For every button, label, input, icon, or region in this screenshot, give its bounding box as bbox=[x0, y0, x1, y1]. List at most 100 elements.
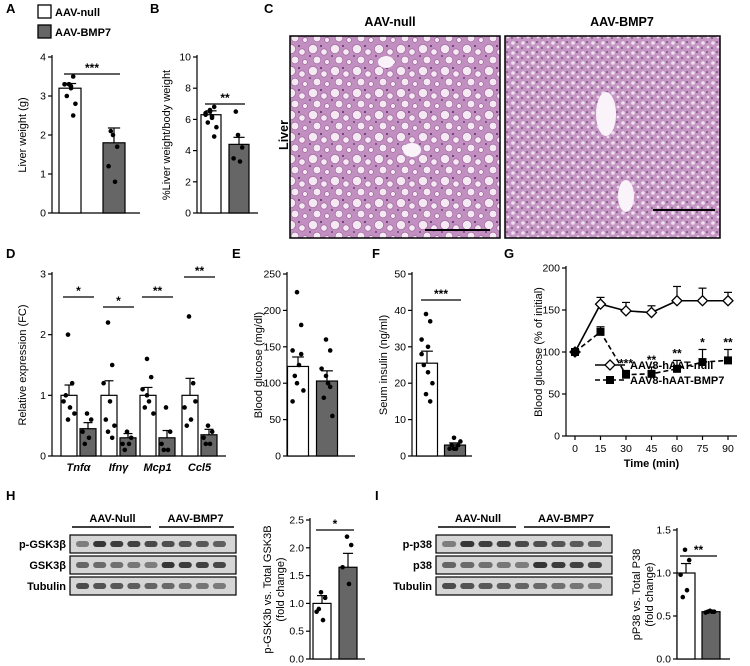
significance-label-D-3: ** bbox=[195, 264, 205, 278]
blot-band-I bbox=[569, 541, 584, 547]
blot-band-I bbox=[514, 541, 530, 547]
data-point-D-0-0 bbox=[63, 393, 69, 398]
data-point-F-0 bbox=[427, 319, 433, 324]
data-point-E-0 bbox=[294, 380, 300, 386]
data-point-G-0 bbox=[620, 304, 632, 317]
data-point-D-2-0 bbox=[144, 356, 150, 362]
data-point-G-1 bbox=[622, 370, 630, 379]
blot-band-H bbox=[144, 562, 158, 568]
panel-letter-d: D bbox=[6, 246, 15, 261]
blot-band-H bbox=[212, 583, 226, 589]
panel-letter-g: G bbox=[504, 246, 514, 261]
blot-band-I bbox=[478, 541, 493, 547]
data-point-B-0 bbox=[203, 110, 208, 116]
significance-label-D-1: * bbox=[116, 294, 121, 308]
bar-E-0 bbox=[286, 365, 310, 457]
panel-letter-a: A bbox=[6, 1, 16, 16]
data-point-D-2-1 bbox=[161, 447, 167, 453]
blot-band-H bbox=[110, 583, 124, 589]
data-point-G-0 bbox=[722, 294, 734, 307]
legend-marker-G-1 bbox=[606, 376, 614, 384]
y-tick-label-A: 1 bbox=[40, 169, 46, 181]
data-point-D-3-1 bbox=[203, 441, 209, 447]
blot-row-label-H: p-GSK3β bbox=[19, 539, 66, 551]
data-point-D-0-0 bbox=[65, 417, 71, 422]
data-point-E-1 bbox=[327, 348, 333, 353]
blot-band-I bbox=[460, 583, 475, 589]
blot-band-H bbox=[76, 541, 90, 547]
data-point-G-1 bbox=[673, 364, 681, 373]
data-point-D-2-0 bbox=[142, 405, 148, 410]
blot-band-H bbox=[161, 562, 175, 568]
x-tick-label-D: Ccl5 bbox=[188, 462, 212, 474]
y-axis-label-D: Relative expression (FC) bbox=[17, 304, 29, 425]
blot-band-I bbox=[533, 541, 548, 547]
histology-panel: Liver AAV-null AAV-BMP7 bbox=[277, 15, 721, 239]
data-point-D-0-1 bbox=[82, 441, 88, 447]
y-tick-label-G: 0 bbox=[554, 431, 560, 443]
data-point-H-1 bbox=[340, 564, 345, 570]
bar-A-1 bbox=[102, 142, 126, 214]
data-point-F-1 bbox=[451, 446, 457, 452]
blot-band-I bbox=[533, 562, 548, 568]
data-point-E-0 bbox=[296, 362, 302, 368]
blot-band-H bbox=[127, 583, 141, 589]
bar-B-0 bbox=[200, 114, 222, 214]
blot-band-I bbox=[460, 562, 475, 568]
blot-band-H bbox=[93, 541, 107, 547]
blot-band-I bbox=[587, 583, 602, 589]
data-point-I-0 bbox=[678, 572, 683, 578]
blot-band-I bbox=[478, 583, 493, 589]
bar-D-0-1 bbox=[79, 428, 97, 457]
data-point-G-0 bbox=[671, 294, 683, 307]
histology-vessel-null-1 bbox=[378, 56, 394, 68]
data-point-F-0 bbox=[419, 337, 424, 342]
data-point-A-0 bbox=[64, 93, 70, 99]
significance-label-G: ** bbox=[672, 346, 682, 360]
y-axis-label-A: Liver weight (g) bbox=[17, 97, 29, 172]
data-point-E-0 bbox=[298, 351, 304, 357]
blot-band-H bbox=[127, 541, 141, 547]
data-point-A-0 bbox=[70, 113, 76, 118]
blot-band-I bbox=[569, 583, 584, 589]
data-point-D-3-1 bbox=[205, 423, 211, 428]
y-tick-label-E: 200 bbox=[263, 305, 281, 317]
data-point-I-1 bbox=[705, 609, 711, 614]
blot-band-H bbox=[212, 562, 226, 568]
y-tick-label-E: 150 bbox=[263, 341, 281, 353]
y-tick-label-F: 50 bbox=[394, 269, 406, 281]
bar-D-3-0 bbox=[181, 394, 199, 457]
blot-row-label-I: p-p38 bbox=[403, 539, 432, 551]
data-point-D-1-0 bbox=[103, 417, 109, 422]
blot-band-H bbox=[110, 541, 124, 547]
data-point-H-1 bbox=[344, 534, 350, 539]
bar-A-0 bbox=[58, 87, 82, 214]
chart-E: 0 50 100 150 200 250 Blood glucose (mg/dl) bbox=[253, 269, 355, 463]
histology-title-bmp7: AAV-BMP7 bbox=[590, 15, 654, 29]
data-point-D-2-0 bbox=[140, 386, 145, 392]
data-point-E-0 bbox=[290, 399, 295, 404]
data-point-D-0-0 bbox=[65, 332, 71, 337]
data-point-F-0 bbox=[427, 399, 433, 404]
data-point-E-0 bbox=[292, 373, 298, 379]
blot-band-I bbox=[478, 562, 493, 568]
blot-band-H bbox=[195, 541, 209, 547]
y-tick-label-A: 4 bbox=[40, 52, 46, 64]
x-tick-label-G: 75 bbox=[697, 443, 709, 455]
data-point-G-1 bbox=[647, 369, 656, 378]
legend-swatch-null bbox=[37, 4, 52, 19]
y-tick-label-E: 0 bbox=[275, 451, 281, 463]
data-point-D-2-1 bbox=[159, 441, 164, 447]
histology-vessel-bmp7-1 bbox=[596, 92, 616, 136]
y-tick-label-G: 50 bbox=[548, 389, 560, 401]
y-axis-label-F: Seum insulin (ng/ml) bbox=[378, 315, 390, 415]
data-point-H-1 bbox=[348, 542, 354, 548]
significance-label-D-2: ** bbox=[153, 284, 163, 298]
significance-label-G: * bbox=[700, 335, 705, 349]
data-point-G-1 bbox=[724, 356, 732, 365]
y-tick-label-I: 1.5 bbox=[656, 525, 671, 537]
western-blot-h: AAV-Null AAV-BMP7 p-GSK3β GSK3β Tubulin bbox=[19, 513, 237, 596]
data-point-A-1 bbox=[108, 128, 114, 134]
y-tick-label-G: 100 bbox=[542, 347, 560, 359]
